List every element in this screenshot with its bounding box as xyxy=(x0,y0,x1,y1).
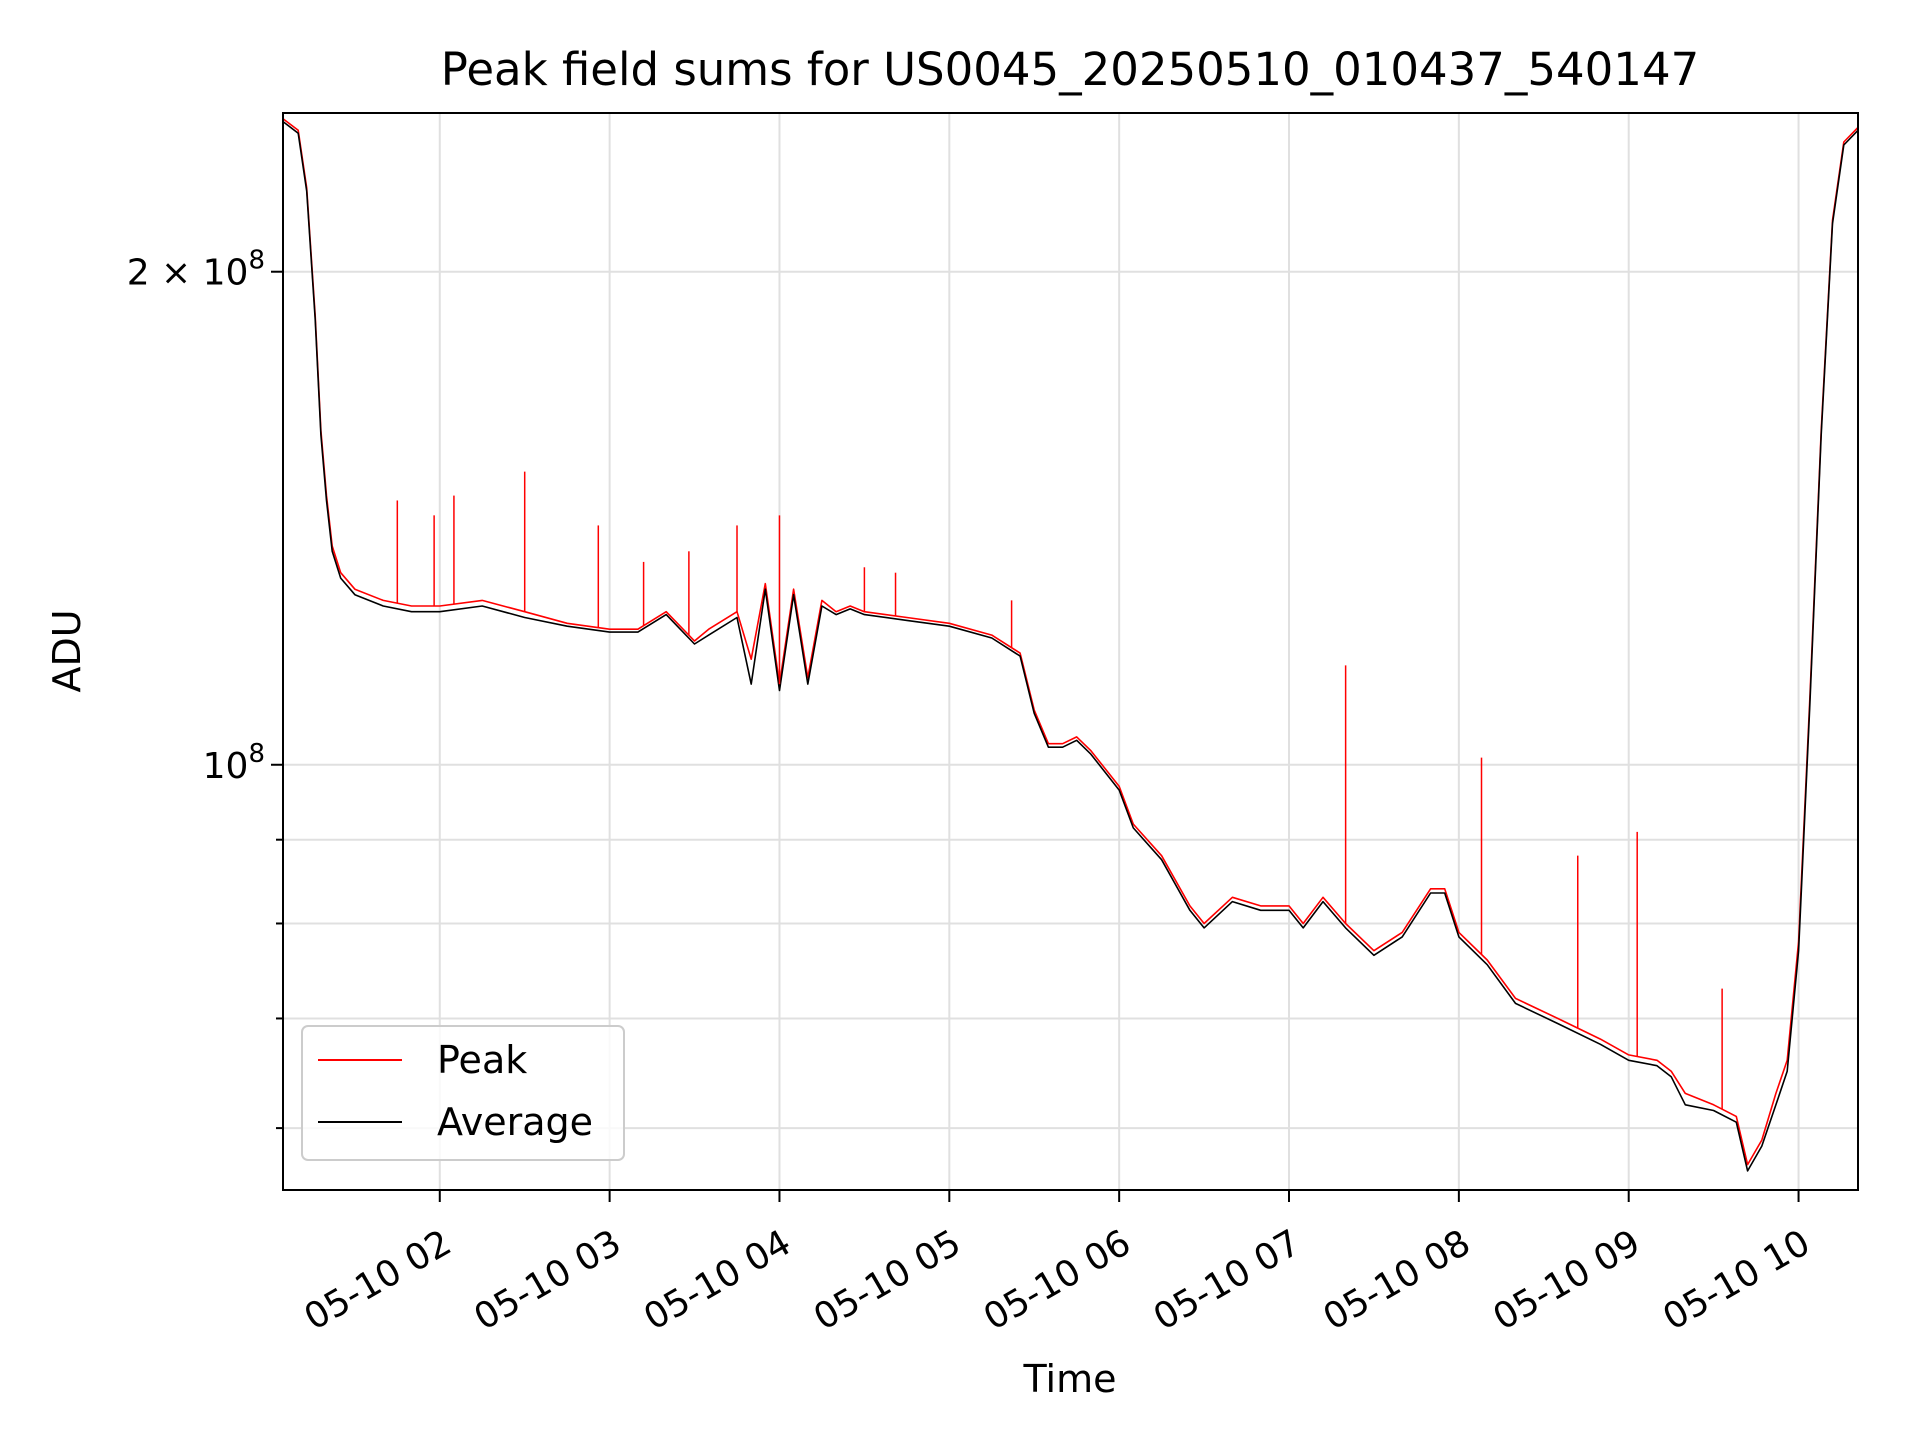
plot-frame xyxy=(282,112,1859,1191)
legend: Peak Average xyxy=(301,1025,625,1161)
plot-lines xyxy=(282,118,1859,1172)
series-line-average xyxy=(282,120,1859,1172)
y-axis: 2 × 108 108 xyxy=(127,246,283,1130)
y-axis-label: ADU xyxy=(45,609,89,692)
legend-label-peak: Peak xyxy=(437,1038,527,1082)
y-tick-label: 108 xyxy=(203,739,265,787)
series-line-peak xyxy=(282,118,1859,1166)
x-axis-label: Time xyxy=(1023,1357,1117,1401)
legend-label-average: Average xyxy=(437,1100,593,1144)
chart-title: Peak field sums for US0045_20250510_0104… xyxy=(441,43,1699,96)
y-tick-label: 2 × 108 xyxy=(127,246,265,294)
grid xyxy=(283,113,1858,1190)
